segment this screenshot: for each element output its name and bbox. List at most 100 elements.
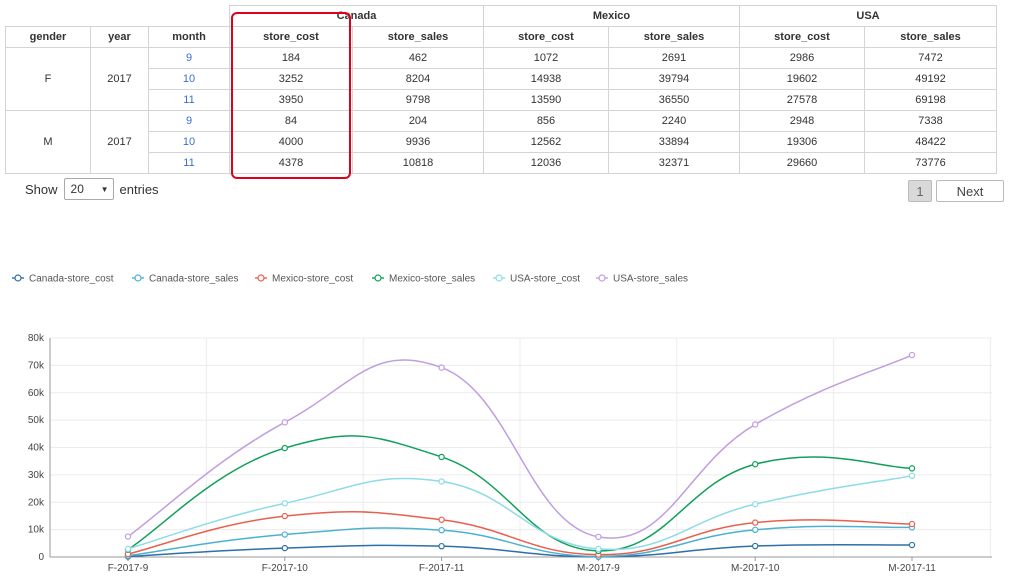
value-cell: 462 [352,47,484,69]
country-header-mexico: Mexico [483,5,740,27]
value-cell: 2240 [608,110,740,132]
month-cell[interactable]: 9 [148,47,230,69]
table-row: 10 4000 9936 12562 33894 19306 48422 [6,131,997,153]
legend-marker [495,274,503,282]
x-axis: F-2017-9 F-2017-10 F-2017-11 M-2017-9 M-2017… [50,556,992,574]
line-chart: Canada-store_cost Canada-store_sales Mexic… [12,274,992,574]
value-cell: 69198 [864,89,997,111]
table-row: 11 4378 10818 12036 32371 29660 73776 [6,152,997,174]
column-header-usa-store-sales: store_sales [864,26,997,48]
data-point [124,545,132,553]
series-line [127,475,913,551]
page-length-control: Show 20 ▼ entries [25,178,159,200]
value-cell: 12036 [483,152,609,174]
value-cell: 2691 [608,47,740,69]
country-header-canada: Canada [229,5,484,27]
data-point [908,520,916,528]
value-cell: 7472 [864,47,997,69]
value-cell: 32371 [608,152,740,174]
value-cell: 10818 [352,152,484,174]
x-tick-label: M-2017-9 [577,563,620,574]
y-tick-label: 50k [28,415,45,426]
series-line [127,525,913,558]
column-header-year: year [90,26,149,48]
value-cell: 184 [229,47,353,69]
table-row: 10 3252 8204 14938 39794 19602 49192 [6,68,997,90]
data-point [908,472,916,480]
legend-marker [134,274,142,282]
month-cell[interactable]: 9 [148,110,230,132]
legend-marker [374,274,382,282]
value-cell: 36550 [608,89,740,111]
month-cell[interactable]: 11 [148,89,230,111]
value-cell: 48422 [864,131,997,153]
legend-label: Mexico-store_sales [389,274,475,285]
legend-label: Canada-store_sales [149,274,239,285]
value-cell: 4378 [229,152,353,174]
value-cell: 12562 [483,131,609,153]
pagination: 1 Next [908,180,1004,202]
x-tick-label: M-2017-11 [888,563,936,574]
value-cell: 49192 [864,68,997,90]
y-axis: 0 10k 20k 30k 40k 50k 60k 70k 80k [28,333,51,563]
y-tick-label: 80k [28,333,45,344]
data-point [438,364,445,371]
data-point [438,478,445,485]
data-point [438,453,445,461]
x-tick-label: M-2017-10 [731,563,780,574]
value-cell: 39794 [608,68,740,90]
data-point [908,465,916,472]
value-cell: 3950 [229,89,353,111]
value-cell: 27578 [739,89,865,111]
value-cell: 2986 [739,47,865,69]
column-header-gender: gender [5,26,91,48]
next-button[interactable]: Next [936,180,1004,202]
column-header-mexico-store-sales: store_sales [608,26,740,48]
chart-grid [50,337,992,558]
data-point [281,512,288,520]
value-cell: 8204 [352,68,484,90]
chart-series [124,351,916,560]
x-tick-label: F-2017-9 [108,563,149,574]
value-cell: 29660 [739,152,865,174]
entries-select-value: 20 [70,182,84,196]
legend-marker [257,274,265,282]
page-1-button[interactable]: 1 [908,180,932,202]
value-cell: 3252 [229,68,353,90]
data-point [281,544,288,552]
data-point [595,533,602,541]
series-line [127,543,913,558]
entries-label: entries [119,181,159,197]
value-cell: 84 [229,110,353,132]
y-tick-label: 20k [28,497,45,508]
value-cell: 19602 [739,68,865,90]
value-cell: 33894 [608,131,740,153]
month-cell[interactable]: 11 [148,152,230,174]
data-point [438,526,445,534]
value-cell: 856 [483,110,609,132]
pivot-table: Canada Mexico USA gender year month stor… [5,5,997,174]
data-point [281,500,288,507]
value-cell: 9936 [352,131,484,153]
value-cell: 204 [352,110,484,132]
month-cell[interactable]: 10 [148,68,230,90]
chart-legend: Canada-store_cost Canada-store_sales Mexic… [12,274,688,285]
data-point [438,542,445,550]
gender-cell: F [5,47,91,111]
entries-select[interactable]: 20 ▼ [63,178,114,200]
value-cell: 19306 [739,131,865,153]
table-row: F 2017 9 184 462 1072 2691 2986 7472 [5,47,997,111]
legend-label: USA-store_sales [613,274,688,285]
data-point [908,541,916,549]
value-cell: 13590 [483,89,609,111]
data-point [752,500,759,508]
month-cell[interactable]: 10 [148,131,230,153]
value-cell: 7338 [864,110,997,132]
series-line [127,354,913,539]
data-point [752,519,759,526]
data-point [908,351,916,359]
column-header-month: month [148,26,230,48]
table-row: M 2017 9 84 204 856 2240 2948 7338 [5,110,997,174]
gender-cell: M [5,110,91,174]
legend-label: USA-store_cost [510,274,580,285]
